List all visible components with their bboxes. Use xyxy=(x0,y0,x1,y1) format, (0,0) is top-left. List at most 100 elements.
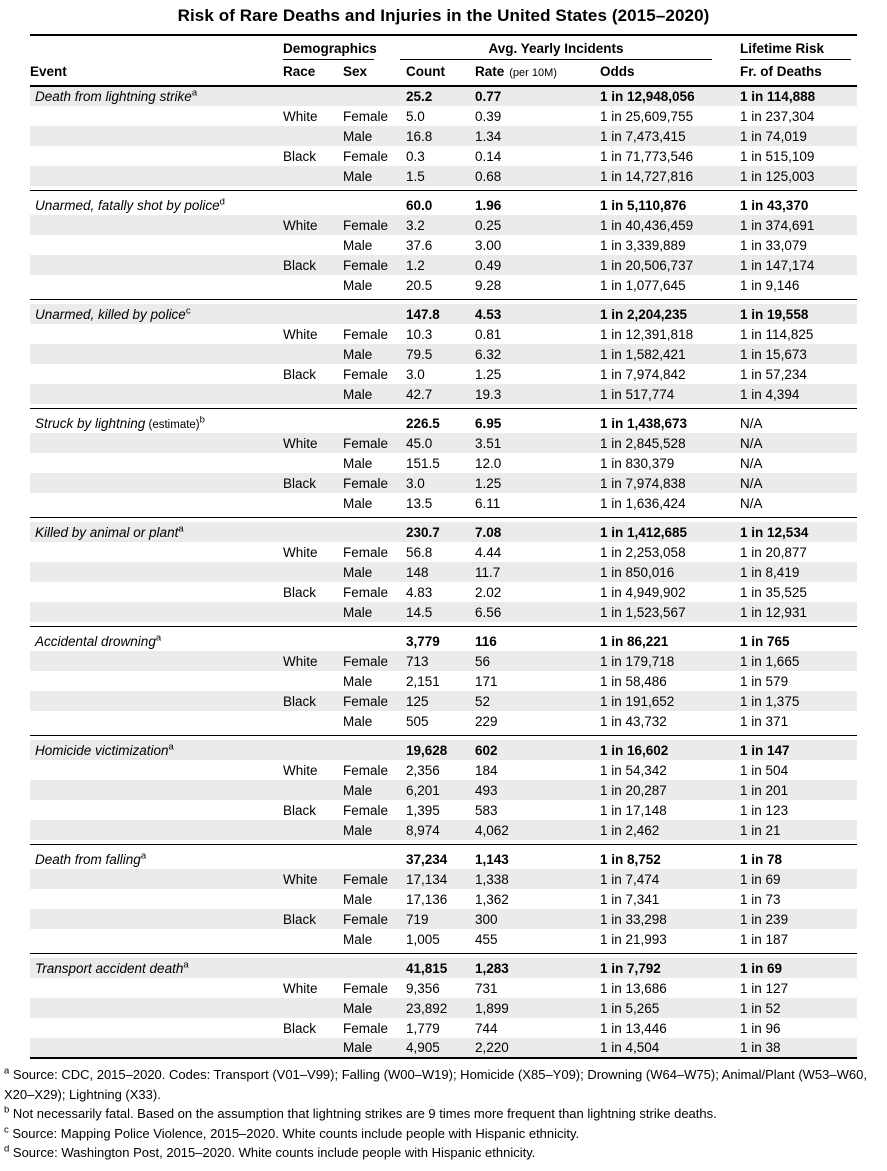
rate-cell: 3.00 xyxy=(475,237,502,253)
sex-cell xyxy=(343,522,406,542)
event-cell xyxy=(30,929,283,949)
race-cell xyxy=(283,195,343,215)
sex-cell: Female xyxy=(343,217,389,233)
section-total-row: Transport accident deatha 41,815 1,283 1 in… xyxy=(30,958,858,978)
sex-cell: Male xyxy=(343,604,373,620)
event-cell xyxy=(30,344,283,364)
sex-cell: Male xyxy=(343,455,373,471)
event-cell: Unarmed, fatally shot by policed xyxy=(30,195,283,215)
sex-cell xyxy=(343,195,406,215)
event-cell: Killed by animal or planta xyxy=(30,522,283,542)
odds-cell: 1 in 7,341 xyxy=(600,891,660,907)
count-cell: 9,356 xyxy=(406,980,440,996)
detail-row: Male 148 11.7 1 in 850,016 1 in 8,419 xyxy=(30,562,858,582)
odds-cell: 1 in 179,718 xyxy=(600,653,675,669)
rate-cell: 583 xyxy=(475,802,498,818)
race-cell xyxy=(283,493,343,513)
event-label: Death from falling xyxy=(35,851,141,867)
count-cell: 1.5 xyxy=(406,168,425,184)
rate-cell: 1.25 xyxy=(475,366,502,382)
footnotes: a Source: CDC, 2015–2020. Codes: Transpo… xyxy=(4,1065,883,1163)
odds-cell: 1 in 20,287 xyxy=(600,782,667,798)
fr-cell: 1 in 765 xyxy=(740,633,790,649)
race-cell xyxy=(283,275,343,295)
odds-cell: 1 in 25,609,755 xyxy=(600,108,694,124)
rate-cell: 4.53 xyxy=(475,306,502,322)
rate-column-header: Rate (per 10M) xyxy=(475,60,600,87)
sex-cell: Female xyxy=(343,871,389,887)
detail-row: White Female 9,356 731 1 in 13,686 1 in 127 xyxy=(30,978,857,998)
count-cell: 1,395 xyxy=(406,802,440,818)
sex-cell: Female xyxy=(343,762,389,778)
fr-cell: 1 in 78 xyxy=(740,851,783,867)
count-cell: 25.2 xyxy=(406,89,433,104)
sex-cell xyxy=(343,849,406,869)
fr-cell: 1 in 125,003 xyxy=(740,168,815,184)
detail-row: Black Female 719 300 1 in 33,298 1 in 239 xyxy=(30,909,858,929)
event-cell xyxy=(30,433,283,453)
fr-cell: 1 in 114,888 xyxy=(740,89,816,104)
race-cell: Black xyxy=(283,1020,317,1036)
rate-cell: 6.56 xyxy=(475,604,502,620)
section-total-row: Struck by lightning (estimate)b 226.5 6.95… xyxy=(30,413,857,433)
race-cell xyxy=(283,602,343,622)
footnote-marker: c xyxy=(4,1124,9,1136)
odds-cell: 1 in 7,792 xyxy=(600,960,661,976)
count-cell: 2,356 xyxy=(406,762,440,778)
sex-cell: Female xyxy=(343,326,389,342)
odds-cell: 1 in 1,077,645 xyxy=(600,277,686,293)
sex-cell: Male xyxy=(343,346,373,362)
event-cell xyxy=(30,711,283,731)
event-footnote-marker: a xyxy=(155,632,162,643)
footnote: c Source: Mapping Police Violence, 2015–… xyxy=(4,1124,883,1144)
detail-row: Male 1,005 455 1 in 21,993 1 in 187 xyxy=(30,929,857,949)
event-cell: Death from fallinga xyxy=(30,849,283,869)
detail-row: White Female 5.0 0.39 1 in 25,609,755 1 in 23… xyxy=(30,106,857,126)
detail-row: Male 1.5 0.68 1 in 14,727,816 1 in 125,003 xyxy=(30,166,858,186)
rate-cell: 1.25 xyxy=(475,475,502,491)
event-cell xyxy=(30,473,283,493)
rate-label: Rate xyxy=(475,64,505,79)
odds-cell: 1 in 58,486 xyxy=(600,673,667,689)
race-cell xyxy=(283,998,343,1018)
rate-cell: 455 xyxy=(475,931,498,947)
rate-cell: 0.68 xyxy=(475,168,502,184)
count-cell: 8,974 xyxy=(406,822,440,838)
rate-cell: 1,899 xyxy=(475,1000,509,1016)
sex-cell xyxy=(343,631,406,651)
section-divider xyxy=(30,949,858,958)
rate-cell: 602 xyxy=(475,742,498,758)
count-cell: 3.0 xyxy=(406,366,425,382)
detail-row: Black Female 1,779 744 1 in 13,446 1 in 96 xyxy=(30,1018,857,1038)
count-cell: 3.2 xyxy=(406,217,425,233)
fr-cell: 1 in 579 xyxy=(740,673,789,689)
sex-cell: Female xyxy=(343,584,389,600)
detail-row: Black Female 1,395 583 1 in 17,148 1 in 123 xyxy=(30,800,857,820)
event-cell xyxy=(30,1038,283,1058)
count-cell: 1,005 xyxy=(406,931,440,947)
event-cell xyxy=(30,651,283,671)
rate-cell: 12.0 xyxy=(475,455,502,471)
count-cell: 14.5 xyxy=(406,604,433,620)
odds-cell: 1 in 2,253,058 xyxy=(600,544,686,560)
fr-cell: 1 in 1,665 xyxy=(740,653,800,669)
sex-cell xyxy=(343,740,406,760)
rate-cell: 1.96 xyxy=(475,197,502,213)
section-divider xyxy=(30,731,858,740)
event-cell xyxy=(30,1018,283,1038)
footnote-marker: d xyxy=(4,1143,10,1155)
detail-row: White Female 10.3 0.81 1 in 12,391,818 1 in 1… xyxy=(30,324,857,344)
rate-cell: 2,220 xyxy=(475,1040,509,1055)
event-cell xyxy=(30,106,283,126)
fr-cell: N/A xyxy=(740,435,763,451)
section-total-row: Unarmed, killed by policec 147.8 4.53 1 in … xyxy=(30,304,858,324)
count-cell: 4.83 xyxy=(406,584,433,600)
sex-cell: Male xyxy=(343,673,373,689)
sex-cell: Male xyxy=(343,237,373,253)
fr-cell: 1 in 9,146 xyxy=(740,277,800,293)
event-cell xyxy=(30,255,283,275)
odds-cell: 1 in 7,474 xyxy=(600,871,660,887)
fr-cell: 1 in 57,234 xyxy=(740,366,807,382)
rate-cell: 7.08 xyxy=(475,524,502,540)
